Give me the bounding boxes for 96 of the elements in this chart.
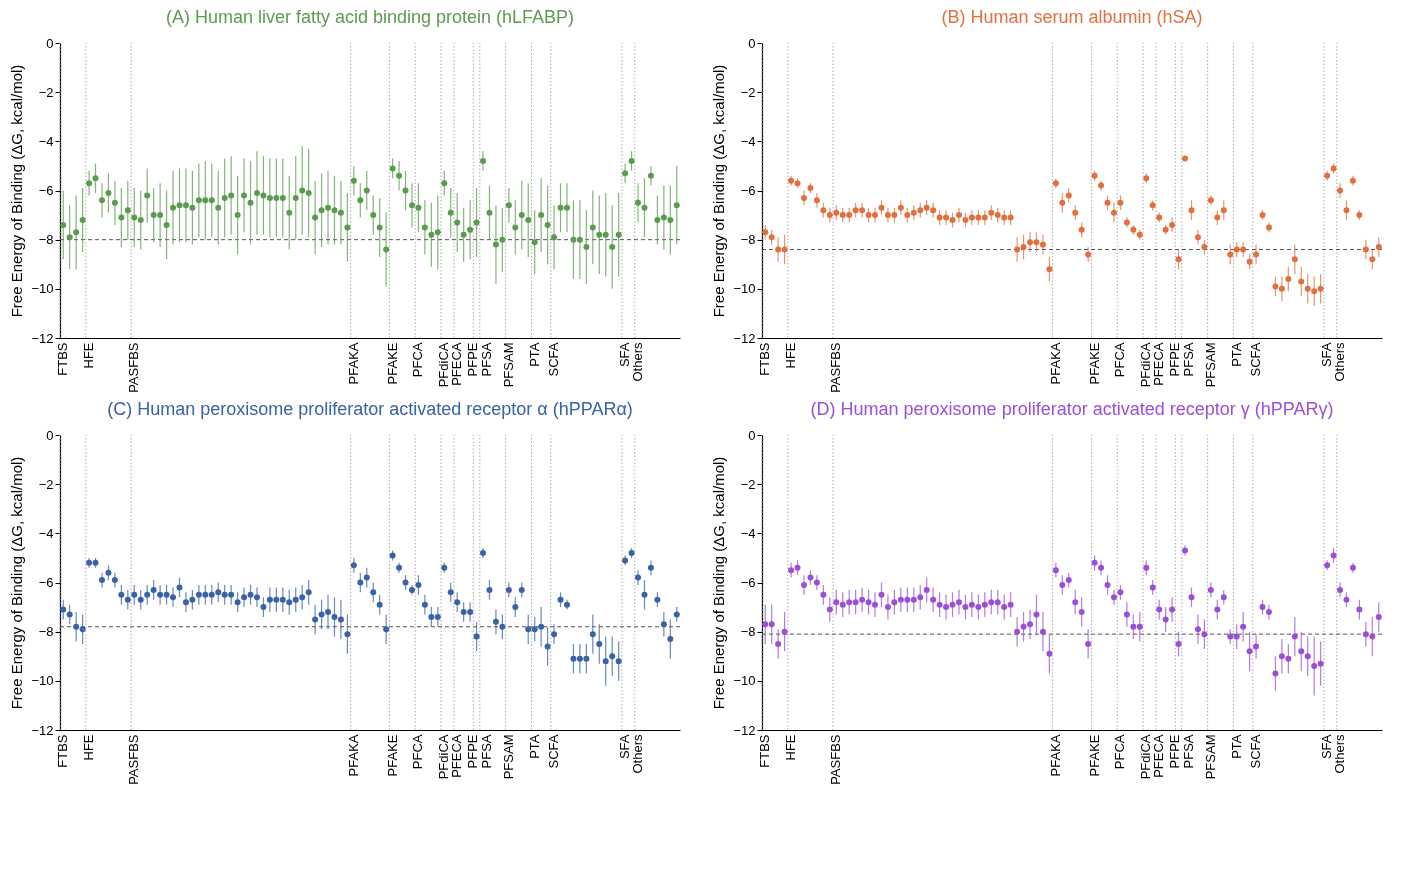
- y-tick-label: −6: [38, 575, 54, 590]
- x-tick-label: PFSA: [1181, 342, 1197, 377]
- x-tick-label: PFSAM: [500, 342, 516, 388]
- x-tick-label: PTA: [1228, 342, 1244, 367]
- x-tick-label: FTBS: [757, 734, 773, 768]
- chart-title: (B) Human serum albumin (hSA): [941, 7, 1203, 27]
- x-tick-label: PFdiCA: [1138, 734, 1154, 780]
- x-tick-label: SCFA: [546, 342, 562, 377]
- y-tick-label: −4: [38, 525, 54, 541]
- x-tick-label: PASFBS: [126, 734, 142, 785]
- x-tick-label: PFAKA: [345, 734, 361, 777]
- x-tick-label: Others: [630, 342, 646, 382]
- y-tick-label: 0: [748, 35, 756, 51]
- x-tick-label: PFPE: [464, 342, 480, 377]
- y-tick-label: −2: [740, 84, 756, 100]
- x-tick-label: FTBS: [757, 342, 773, 376]
- x-tick-label: PFSAM: [500, 734, 516, 780]
- y-tick-label: −8: [38, 232, 54, 248]
- y-tick-label: −2: [38, 84, 54, 100]
- x-tick-label: SCFA: [546, 734, 562, 769]
- x-tick-label: PFSA: [1181, 734, 1197, 769]
- y-tick-label: −8: [740, 624, 756, 640]
- x-tick-label: PFAKE: [1086, 342, 1102, 385]
- x-tick-label: PASFBS: [828, 342, 844, 393]
- x-tick-label: SFA: [617, 734, 633, 760]
- y-axis-title: Free Energy of Binding (ΔG, kcal/mol): [8, 456, 26, 710]
- y-tick-label: −6: [740, 183, 756, 198]
- y-tick-label: −2: [38, 476, 54, 492]
- y-tick-label: 0: [46, 35, 54, 51]
- y-axis-title: Free Energy of Binding (ΔG, kcal/mol): [710, 64, 728, 318]
- y-tick-label: −10: [733, 281, 756, 297]
- x-tick-label: PFdiCA: [1138, 342, 1154, 388]
- x-tick-label: SFA: [1319, 734, 1335, 760]
- x-tick-label: HFE: [81, 342, 97, 369]
- y-tick-label: −4: [740, 133, 756, 149]
- y-tick-label: −12: [733, 330, 756, 346]
- x-tick-label: PASFBS: [126, 342, 142, 393]
- y-tick-label: 0: [46, 427, 54, 443]
- chart-title: (A) Human liver fatty acid binding protein (hLFABP): [165, 7, 575, 27]
- y-tick-label: −6: [740, 575, 756, 590]
- x-tick-label: PFSAM: [1202, 734, 1218, 780]
- x-tick-label: SCFA: [1248, 734, 1264, 769]
- x-tick-label: HFE: [783, 342, 799, 369]
- chart-title: (D) Human peroxisome proliferator activated receptor γ (hPPARγ): [810, 399, 1334, 419]
- x-tick-label: PTA: [526, 734, 542, 759]
- y-tick-label: −2: [740, 476, 756, 492]
- x-tick-label: PASFBS: [828, 734, 844, 785]
- y-tick-label: −10: [31, 281, 54, 297]
- x-tick-label: PFPE: [1166, 342, 1182, 377]
- x-tick-label: PFCA: [410, 734, 426, 770]
- x-tick-label: HFE: [81, 734, 97, 761]
- y-axis-title: Free Energy of Binding (ΔG, kcal/mol): [710, 456, 728, 710]
- x-tick-label: PFCA: [1112, 342, 1128, 378]
- x-tick-label: PFAKE: [384, 734, 400, 777]
- y-tick-label: −6: [38, 183, 54, 198]
- x-tick-label: PFSA: [479, 734, 495, 769]
- y-tick-label: −10: [733, 673, 756, 689]
- x-tick-label: HFE: [783, 734, 799, 761]
- x-tick-label: Others: [630, 734, 646, 774]
- x-tick-label: PFCA: [1112, 734, 1128, 770]
- y-tick-label: 0: [748, 427, 756, 443]
- x-tick-label: PFdiCA: [436, 342, 452, 388]
- y-tick-label: −12: [31, 330, 54, 346]
- y-tick-label: −12: [31, 722, 54, 738]
- x-tick-label: SFA: [1319, 342, 1335, 368]
- x-tick-label: PFAKA: [1047, 734, 1063, 777]
- x-tick-label: PFECA: [1151, 734, 1167, 778]
- x-tick-label: PFECA: [1151, 342, 1167, 386]
- x-tick-label: PFCA: [410, 342, 426, 378]
- x-tick-label: SCFA: [1248, 342, 1264, 377]
- y-tick-label: −4: [740, 525, 756, 541]
- x-tick-label: PFAKA: [345, 342, 361, 385]
- x-tick-label: PFdiCA: [436, 734, 452, 780]
- y-tick-label: −8: [38, 624, 54, 640]
- x-tick-label: Others: [1332, 342, 1348, 382]
- x-tick-label: FTBS: [55, 342, 71, 376]
- chart-title: (C) Human peroxisome proliferator activated receptor α (hPPARα): [107, 399, 633, 419]
- x-tick-label: PFECA: [449, 342, 465, 386]
- x-tick-label: PFSAM: [1202, 342, 1218, 388]
- x-tick-label: PFPE: [1166, 734, 1182, 769]
- y-tick-label: −10: [31, 673, 54, 689]
- y-tick-label: −4: [38, 133, 54, 149]
- x-tick-label: PFPE: [464, 734, 480, 769]
- x-tick-label: SFA: [617, 342, 633, 368]
- y-tick-label: −8: [740, 232, 756, 248]
- x-tick-label: PTA: [526, 342, 542, 367]
- x-tick-label: PFSA: [479, 342, 495, 377]
- x-tick-label: PFAKE: [1086, 734, 1102, 777]
- x-tick-label: PFECA: [449, 734, 465, 778]
- x-tick-label: PTA: [1228, 734, 1244, 759]
- y-tick-label: −12: [733, 722, 756, 738]
- x-tick-label: FTBS: [55, 734, 71, 768]
- x-tick-label: PFAKE: [384, 342, 400, 385]
- y-axis-title: Free Energy of Binding (ΔG, kcal/mol): [8, 64, 26, 318]
- x-tick-label: Others: [1332, 734, 1348, 774]
- x-tick-label: PFAKA: [1047, 342, 1063, 385]
